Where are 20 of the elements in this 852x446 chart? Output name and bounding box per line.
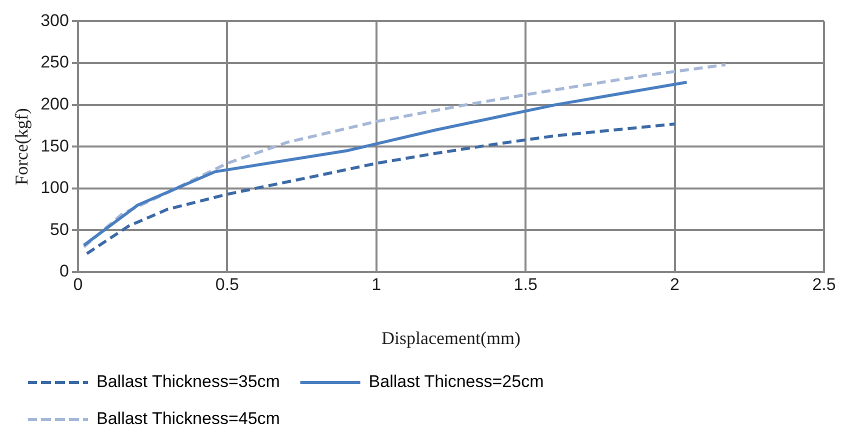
line-series — [85, 122, 676, 256]
x-tick-label: 1 — [372, 274, 382, 294]
y-tick-label: 250 — [40, 52, 69, 72]
x-tick-label: 1.5 — [514, 274, 538, 294]
y-tick-label: 0 — [59, 262, 69, 281]
x-tick-label: 2.5 — [812, 274, 836, 294]
y-tick-label: 300 — [40, 10, 69, 30]
y-tick-label: 200 — [40, 94, 69, 114]
y-tick-label: 50 — [50, 220, 69, 239]
legend-label: Ballast Thicness=25cm — [368, 372, 544, 392]
y-tick-label: 100 — [40, 178, 69, 198]
line-series — [82, 63, 728, 248]
y-tick-label: 150 — [40, 136, 69, 156]
x-axis-title: Displacement(mm) — [381, 328, 520, 348]
y-axis-title: Force(kgf) — [12, 108, 32, 186]
x-tick-label: 0 — [73, 274, 83, 294]
legend-label: Ballast Thickness=35cm — [96, 372, 280, 392]
x-tick-label: 2 — [670, 274, 680, 294]
legend-label: Ballast Thickness=45cm — [96, 409, 280, 428]
x-tick-label: 0.5 — [215, 274, 239, 294]
